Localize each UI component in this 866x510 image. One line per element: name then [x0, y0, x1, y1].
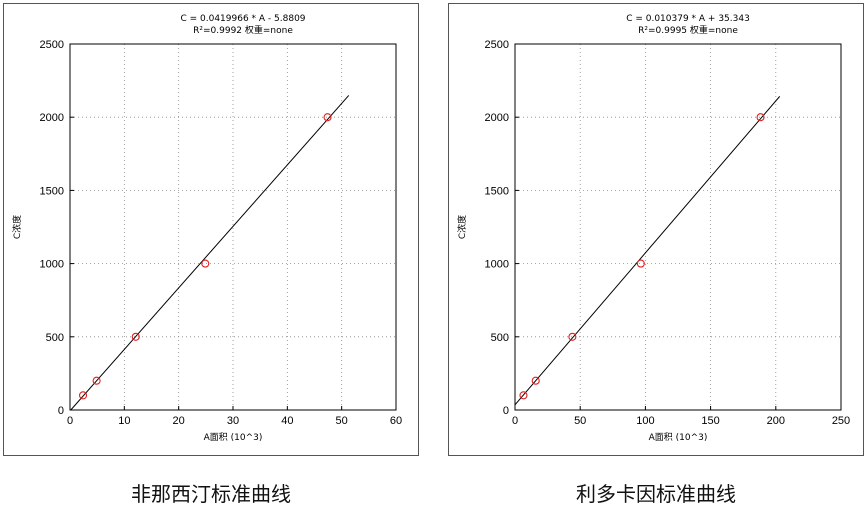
fit-line: [70, 95, 350, 411]
data-point: [636, 259, 645, 268]
chart-subtitle: R²=0.9995 权重=none: [638, 24, 738, 36]
x-tick-label: 20: [173, 415, 185, 427]
x-tick-label: 250: [832, 415, 850, 427]
fit-line: [514, 96, 781, 406]
y-tick-label: 1500: [40, 185, 64, 197]
chart-panel-phenacetin: C = 0.0419966 * A - 5.8809 R²=0.9992 权重=n…: [3, 3, 419, 456]
plot-frame: [514, 43, 842, 411]
caption-lidocaine: 利多卡因标准曲线: [576, 482, 736, 506]
chart-subtitle: R²=0.9992 权重=none: [193, 24, 293, 36]
data-point: [519, 391, 528, 400]
y-tick-label: 1500: [485, 185, 509, 197]
x-axis-label: A面积 (10^3): [204, 431, 263, 443]
data-point: [531, 376, 540, 385]
caption-phenacetin: 非那西汀标准曲线: [131, 482, 291, 506]
x-tick-label: 40: [281, 415, 293, 427]
data-point: [131, 332, 140, 341]
y-tick-label: 500: [46, 332, 64, 344]
x-tick-label: 100: [636, 415, 654, 427]
chart-title: C = 0.0419966 * A - 5.8809: [180, 14, 305, 24]
data-point: [756, 113, 765, 122]
y-tick-label: 2000: [485, 112, 509, 124]
x-axis-label: A面积 (10^3): [649, 431, 708, 443]
data-point: [323, 113, 332, 122]
y-axis-label: C浓度: [456, 215, 468, 239]
data-point: [568, 332, 577, 341]
data-point: [92, 376, 101, 385]
y-tick-label: 1000: [40, 259, 64, 271]
data-point: [201, 259, 210, 268]
y-tick-label: 0: [58, 405, 64, 417]
x-tick-label: 50: [574, 415, 586, 427]
data-point: [78, 391, 88, 400]
y-tick-label: 2000: [40, 112, 64, 124]
x-tick-label: 60: [390, 415, 402, 427]
y-tick-label: 2500: [485, 39, 509, 51]
x-tick-label: 10: [118, 415, 130, 427]
chart-title: C = 0.010379 * A + 35.343: [626, 14, 750, 24]
y-tick-label: 500: [491, 332, 509, 344]
y-tick-label: 1000: [485, 259, 509, 271]
y-axis-label: C浓度: [11, 215, 23, 239]
x-tick-label: 0: [67, 415, 73, 427]
x-tick-label: 50: [336, 415, 348, 427]
x-tick-label: 0: [512, 415, 518, 427]
x-tick-label: 200: [767, 415, 785, 427]
chart-panel-lidocaine: C = 0.010379 * A + 35.343 R²=0.9995 权重=no…: [448, 3, 864, 456]
x-tick-label: 30: [227, 415, 239, 427]
y-tick-label: 0: [503, 405, 509, 417]
y-tick-label: 2500: [40, 39, 64, 51]
x-tick-label: 150: [701, 415, 719, 427]
